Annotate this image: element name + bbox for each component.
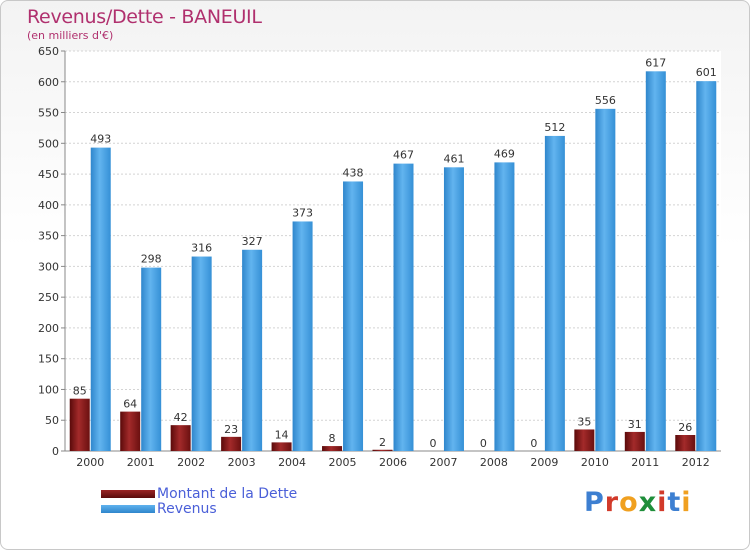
- x-tick-label: 2010: [581, 456, 609, 469]
- x-tick-label: 2009: [530, 456, 558, 469]
- bar-revenus: [443, 167, 464, 452]
- y-tick-label: 500: [38, 137, 59, 150]
- x-tick-label: 2006: [379, 456, 407, 469]
- data-label-dette: 26: [678, 421, 692, 434]
- y-tick-label: 100: [38, 383, 59, 396]
- y-tick-label: 200: [38, 322, 59, 335]
- data-label-revenus: 556: [595, 94, 616, 107]
- proxiti-logo: Proxiti: [584, 487, 692, 518]
- data-label-dette: 2: [379, 436, 386, 449]
- x-tick-label: 2004: [278, 456, 306, 469]
- bar-revenus: [343, 181, 364, 451]
- data-label-revenus: 461: [443, 152, 464, 165]
- data-label-dette: 8: [329, 432, 336, 445]
- x-tick-label: 2005: [329, 456, 357, 469]
- bar-dette: [322, 446, 343, 451]
- legend-swatch-revenus: [101, 505, 155, 513]
- y-tick-label: 650: [38, 45, 59, 58]
- bar-revenus: [141, 267, 162, 451]
- y-tick-label: 50: [45, 414, 59, 427]
- bar-revenus: [595, 108, 616, 451]
- logo-letter: r: [604, 487, 620, 518]
- y-tick-label: 300: [38, 260, 59, 273]
- bar-dette: [120, 411, 141, 451]
- y-tick-label: 400: [38, 199, 59, 212]
- bar-revenus: [393, 163, 414, 451]
- data-label-dette: 0: [480, 437, 487, 450]
- data-label-dette: 0: [530, 437, 537, 450]
- bar-revenus: [544, 135, 565, 451]
- x-tick-label: 2002: [177, 456, 205, 469]
- bar-revenus: [242, 249, 263, 451]
- data-label-revenus: 469: [494, 147, 515, 160]
- x-tick-label: 2003: [228, 456, 256, 469]
- legend-label-dette: Montant de la Dette: [157, 486, 298, 502]
- data-label-dette: 64: [123, 398, 137, 411]
- data-label-revenus: 316: [191, 242, 212, 255]
- data-label-revenus: 601: [696, 66, 717, 79]
- logo-letter: o: [619, 487, 639, 518]
- y-tick-label: 150: [38, 353, 59, 366]
- bar-dette: [675, 435, 696, 451]
- plot-area: [65, 51, 721, 451]
- bar-revenus: [292, 221, 313, 451]
- data-label-revenus: 438: [343, 166, 364, 179]
- data-label-revenus: 512: [544, 121, 565, 134]
- data-label-dette: 0: [429, 437, 436, 450]
- x-tick-label: 2007: [429, 456, 457, 469]
- bar-dette: [574, 429, 595, 451]
- bar-revenus: [191, 256, 212, 451]
- y-tick-label: 600: [38, 76, 59, 89]
- x-tick-label: 2000: [76, 456, 104, 469]
- logo-letter: P: [584, 487, 605, 518]
- bar-dette: [221, 436, 242, 451]
- data-label-revenus: 373: [292, 206, 313, 219]
- data-label-revenus: 493: [90, 133, 111, 146]
- x-tick-label: 2011: [631, 456, 659, 469]
- data-label-revenus: 617: [645, 56, 666, 69]
- data-label-dette: 85: [73, 385, 87, 398]
- bar-revenus: [90, 147, 111, 451]
- logo-letter: x: [638, 487, 658, 518]
- y-tick-label: 0: [52, 445, 59, 458]
- logo-letter: t: [667, 487, 682, 518]
- data-label-dette: 14: [275, 428, 289, 441]
- data-label-dette: 23: [224, 423, 238, 436]
- bar-revenus: [696, 81, 717, 452]
- bar-dette: [624, 431, 645, 451]
- y-tick-label: 250: [38, 291, 59, 304]
- chart-title: Revenus/Dette - BANEUIL: [27, 6, 262, 28]
- legend-swatch-dette: [101, 490, 155, 498]
- logo-letter: i: [657, 487, 668, 518]
- data-label-dette: 31: [628, 418, 642, 431]
- bar-dette: [69, 398, 90, 451]
- y-tick-label: 550: [38, 107, 59, 120]
- logo-letter: i: [681, 487, 692, 518]
- data-label-revenus: 298: [141, 253, 162, 266]
- data-label-revenus: 467: [393, 149, 414, 162]
- y-tick-label: 450: [38, 168, 59, 181]
- legend-label-revenus: Revenus: [157, 501, 217, 517]
- x-tick-label: 2012: [682, 456, 710, 469]
- chart-subtitle: (en milliers d'€): [27, 29, 114, 42]
- bar-dette: [271, 442, 292, 451]
- data-label-dette: 42: [174, 411, 188, 424]
- bar-revenus: [494, 162, 515, 451]
- bar-dette: [372, 449, 393, 451]
- y-tick-label: 350: [38, 230, 59, 243]
- data-label-revenus: 327: [242, 235, 263, 248]
- data-label-dette: 35: [577, 415, 591, 428]
- x-tick-label: 2008: [480, 456, 508, 469]
- bar-dette: [170, 425, 191, 451]
- bar-revenus: [645, 71, 666, 452]
- x-tick-label: 2001: [127, 456, 155, 469]
